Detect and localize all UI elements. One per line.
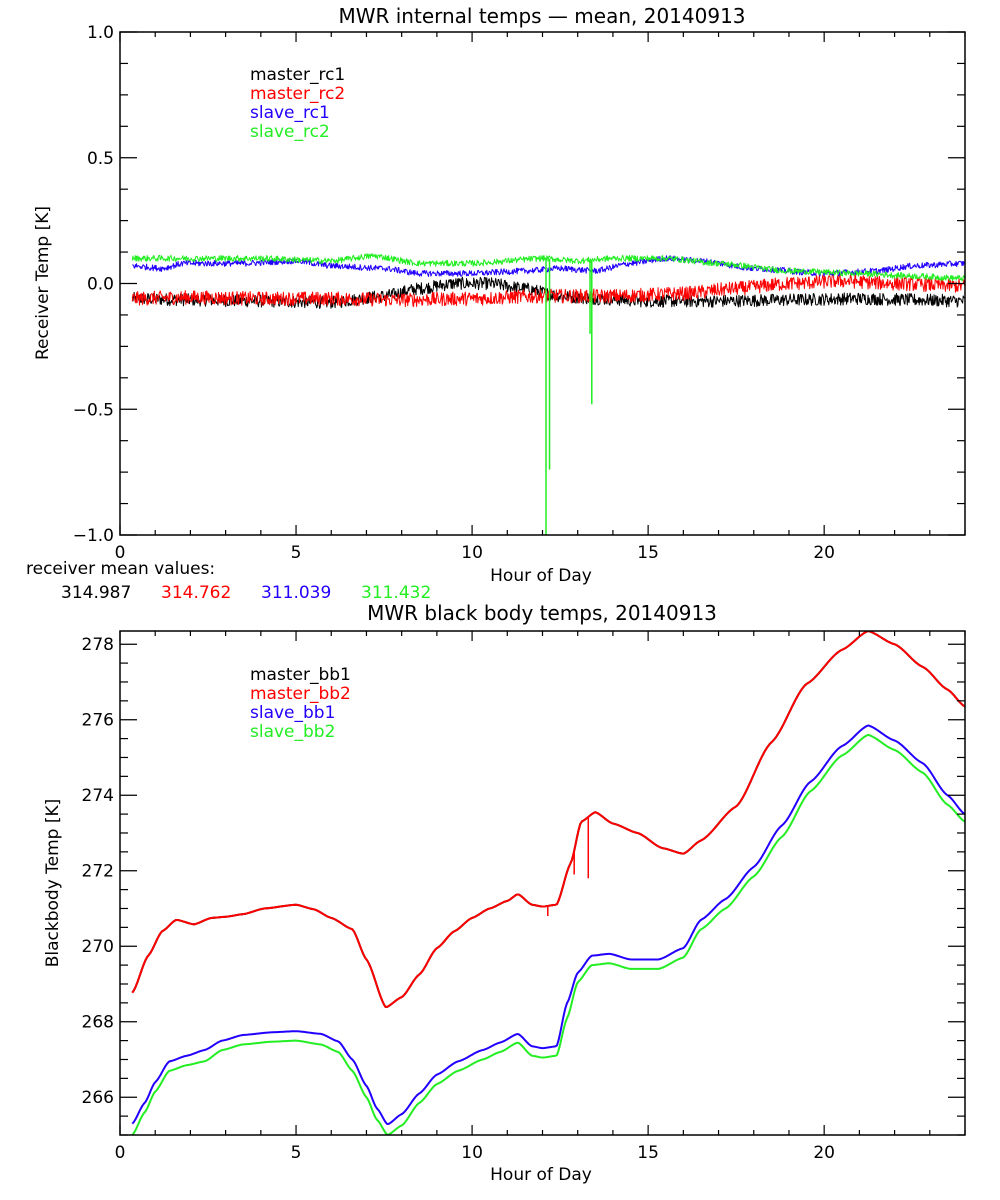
x-axis-label: Hour of Day — [490, 566, 592, 586]
x-tick-label: 10 — [461, 543, 483, 563]
receiver-temps-chart: MWR internal temps — mean, 20140913 0 5 10… — [26, 4, 966, 603]
y-tick-label: 270 — [82, 937, 114, 957]
x-tick-label: 5 — [291, 543, 302, 563]
legend-entry-slave-rc1: slave_rc1 — [250, 103, 330, 123]
mean-value-slave-rc2: 311.432 — [361, 583, 431, 603]
x-tick-label: 20 — [813, 543, 835, 563]
x-tick-label: 0 — [115, 543, 126, 563]
x-tick-label: 20 — [813, 1143, 835, 1163]
x-tick-label: 15 — [637, 543, 659, 563]
series-line-slave-bb2 — [131, 733, 965, 1135]
series-layer — [131, 253, 965, 535]
y-tick-label: 278 — [82, 635, 114, 655]
y-axis-label: Receiver Temp [K] — [33, 206, 53, 360]
legend-entry-slave-bb1: slave_bb1 — [250, 703, 335, 723]
series-layer — [131, 631, 965, 1135]
legend: master_rc1 master_rc2 slave_rc1 slave_rc… — [250, 65, 345, 142]
mean-values-label: receiver mean values: — [26, 559, 215, 579]
y-axis-label: Blackbody Temp [K] — [43, 799, 63, 968]
y-tick-label: −0.5 — [73, 400, 114, 420]
axes-layer: 0 5 10 15 20 −1.0 −0.5 0.0 0.5 1.0 — [73, 23, 966, 563]
chart-title: MWR internal temps — mean, 20140913 — [338, 4, 745, 28]
x-tick-label: 5 — [291, 1143, 302, 1163]
x-tick-label: 15 — [637, 1143, 659, 1163]
legend-entry-master-bb1: master_bb1 — [250, 665, 351, 685]
y-tick-label: 1.0 — [87, 23, 114, 43]
series-line-slave-bb1 — [131, 724, 965, 1126]
x-tick-label: 0 — [115, 1143, 126, 1163]
legend-entry-master-rc1: master_rc1 — [250, 65, 345, 85]
mean-values-annotation: receiver mean values: 314.987 314.762 31… — [26, 559, 431, 603]
y-tick-label: 272 — [82, 862, 114, 882]
y-tick-label: 274 — [82, 786, 114, 806]
legend-entry-master-bb2: master_bb2 — [250, 684, 351, 704]
series-line-master-bb2 — [131, 631, 965, 1008]
y-tick-label: 268 — [82, 1013, 114, 1033]
x-axis-label: Hour of Day — [490, 1165, 592, 1185]
legend-entry-master-rc2: master_rc2 — [250, 84, 345, 104]
series-line-master-rc2 — [131, 274, 965, 308]
blackbody-temps-chart: MWR black body temps, 20140913 0 5 10 15 20 2… — [43, 601, 966, 1185]
y-tick-label: 0.5 — [87, 149, 114, 169]
legend-entry-slave-bb2: slave_bb2 — [250, 722, 335, 742]
axes-layer: 0 5 10 15 20 266 268 270 272 274 276 278 — [82, 631, 966, 1163]
mean-value-slave-rc1: 311.039 — [261, 583, 331, 603]
y-tick-label: −1.0 — [73, 526, 114, 546]
y-tick-label: 0.0 — [87, 275, 114, 295]
mean-value-master-rc1: 314.987 — [61, 583, 131, 603]
legend-entry-slave-rc2: slave_rc2 — [250, 122, 330, 142]
y-tick-label: 276 — [82, 711, 114, 731]
mean-value-master-rc2: 314.762 — [161, 583, 231, 603]
y-tick-label: 266 — [82, 1088, 114, 1108]
x-tick-label: 10 — [461, 1143, 483, 1163]
chart-title: MWR black body temps, 20140913 — [367, 601, 717, 625]
legend: master_bb1 master_bb2 slave_bb1 slave_bb… — [250, 665, 351, 742]
series-line-slave-rc2 — [131, 253, 965, 282]
